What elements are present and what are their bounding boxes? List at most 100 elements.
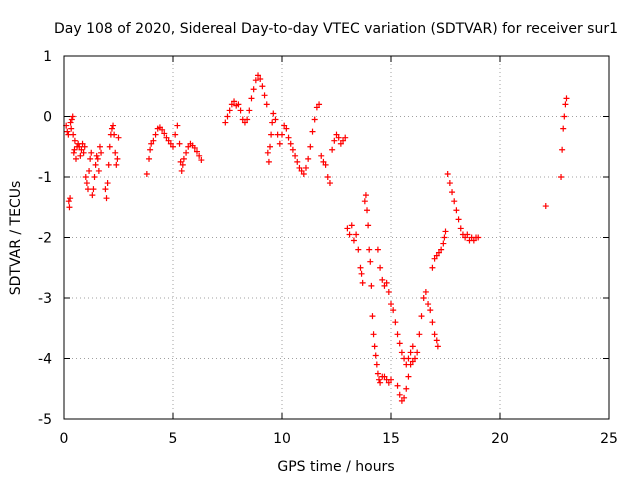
data-point [96,143,103,150]
x-tick-labels: 0 5 10 15 20 25 [60,431,618,447]
y-tick-label: -5 [38,412,52,428]
data-point [475,234,482,241]
data-point [244,116,251,123]
data-point [433,252,440,259]
data-point [224,113,231,120]
data-point [398,349,405,356]
data-point [558,174,565,180]
data-point [80,149,87,156]
data-point [357,264,364,271]
data-point [311,116,318,123]
data-point [444,170,451,177]
data-point [104,180,111,187]
data-point [270,110,277,117]
data-point [420,295,427,301]
data-point [559,146,566,153]
data-point [71,137,78,144]
data-point [250,86,257,93]
data-point [429,319,436,326]
data-point [152,131,159,138]
data-point [326,180,333,187]
x-tick-label: 0 [60,431,69,447]
data-point [403,385,410,392]
data-point [294,158,301,165]
y-axis-label: SDTVAR / TECUs [8,181,24,296]
data-point [298,167,305,174]
data-point [440,240,447,247]
data-point [103,195,110,202]
data-point [68,116,75,123]
data-point [90,186,97,193]
data-point [69,113,76,120]
x-tick-label: 15 [382,431,400,447]
data-point [362,192,369,199]
data-point [177,158,184,165]
data-point [335,134,342,141]
x-tick-label: 10 [273,431,291,447]
data-point [464,231,471,238]
data-point [560,125,567,132]
data-points [63,72,570,404]
data-point [76,143,83,150]
data-point [409,343,416,350]
data-point [451,198,458,205]
data-point [88,149,95,156]
x-tick-label: 25 [600,431,618,447]
x-tick-label: 20 [491,431,509,447]
data-point [385,288,392,295]
data-point [427,307,434,314]
data-point [337,140,344,147]
data-point [562,101,569,108]
chart-title: Day 108 of 2020, Sidereal Day-to-day VTE… [54,21,618,37]
data-point [292,152,299,159]
data-point [111,131,118,138]
data-point [228,101,235,108]
axis-ticks [63,55,610,420]
data-point [67,119,74,126]
data-point [367,258,374,265]
data-point [307,143,314,150]
data-point [115,134,122,141]
data-point [167,140,174,147]
data-point [102,186,109,193]
data-point [95,167,102,174]
data-point [196,152,203,159]
data-point [84,186,91,193]
data-point [409,358,416,365]
data-point [198,157,205,164]
data-point [263,101,270,108]
data-point [265,158,272,165]
data-point [542,203,549,210]
data-point [414,349,421,356]
data-point [431,255,438,262]
data-point [246,107,253,114]
data-point [106,143,113,150]
data-point [441,234,448,241]
data-point [185,143,192,150]
data-point [67,195,74,202]
data-point [431,331,438,338]
y-tick-label: 0 [43,110,52,126]
data-point [405,355,412,362]
data-point [64,128,71,135]
data-point [442,228,449,235]
data-point [340,137,347,144]
data-point [358,270,365,277]
data-point [407,349,414,356]
data-point [78,146,85,153]
data-point [112,149,119,156]
data-point [359,279,366,286]
data-point [287,140,294,147]
data-point [89,192,96,199]
data-point [453,207,460,214]
data-point [394,382,401,389]
data-point [91,174,98,180]
data-point [183,149,190,156]
y-tick-label: -2 [38,231,52,247]
data-point [105,161,112,168]
data-point [81,143,88,150]
data-point [178,167,185,174]
data-point [248,95,255,102]
data-point [377,379,384,386]
data-point [87,155,94,162]
